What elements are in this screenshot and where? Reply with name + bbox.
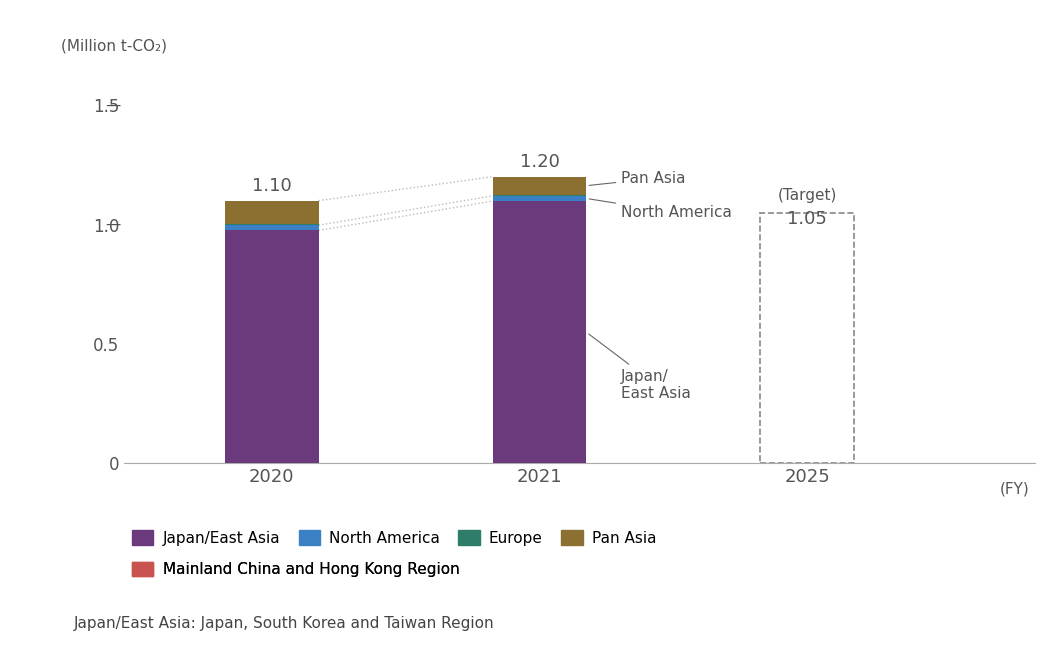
Legend: Mainland China and Hong Kong Region: Mainland China and Hong Kong Region bbox=[132, 562, 460, 577]
Text: —: — bbox=[106, 217, 121, 232]
Text: (FY): (FY) bbox=[1000, 481, 1030, 497]
Text: (Target): (Target) bbox=[778, 188, 837, 203]
Bar bbox=[225, 224, 318, 225]
Bar bbox=[225, 225, 318, 230]
Bar bbox=[492, 195, 587, 196]
Text: (Million t-CO₂): (Million t-CO₂) bbox=[61, 39, 167, 54]
Bar bbox=[225, 230, 318, 463]
Text: 1.20: 1.20 bbox=[520, 153, 560, 171]
Text: —: — bbox=[106, 97, 121, 113]
Text: Japan/East Asia: Japan, South Korea and Taiwan Region: Japan/East Asia: Japan, South Korea and … bbox=[74, 616, 495, 631]
Bar bbox=[760, 213, 855, 463]
Bar bbox=[492, 196, 587, 201]
Text: Pan Asia: Pan Asia bbox=[589, 171, 686, 186]
Text: 1.10: 1.10 bbox=[252, 177, 292, 195]
Text: 1.05: 1.05 bbox=[788, 210, 827, 228]
Bar bbox=[492, 201, 587, 463]
Bar bbox=[492, 177, 587, 195]
Bar bbox=[225, 201, 318, 224]
Text: North America: North America bbox=[589, 199, 732, 221]
Text: Japan/
East Asia: Japan/ East Asia bbox=[589, 334, 691, 401]
